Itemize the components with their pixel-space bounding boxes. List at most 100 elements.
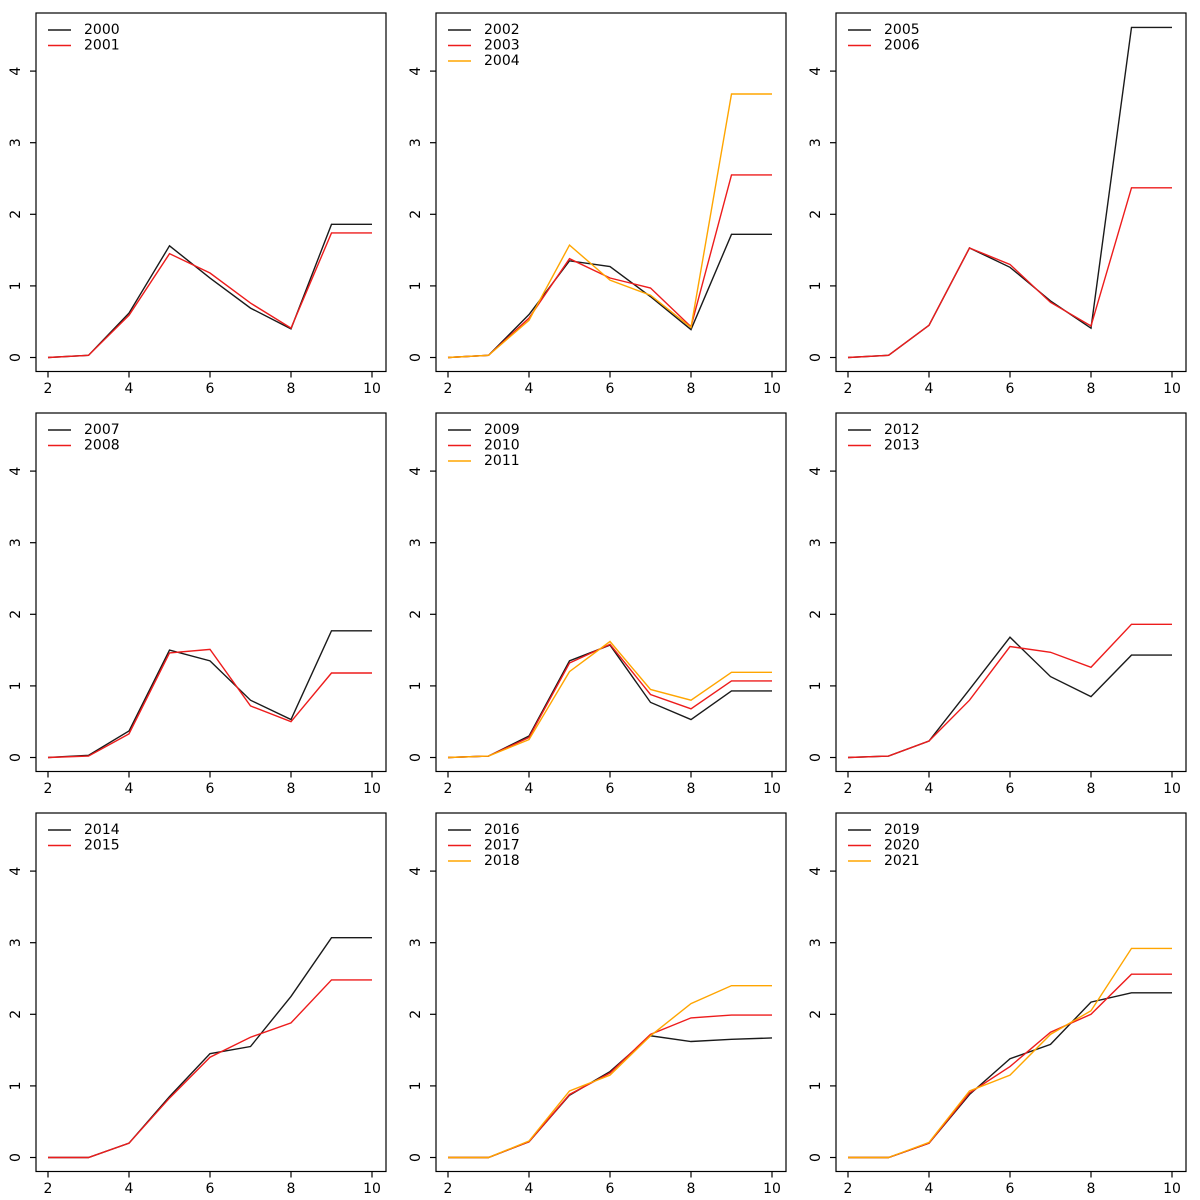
x-tick-label: 6 bbox=[606, 781, 615, 797]
x-tick-label: 6 bbox=[1006, 381, 1015, 397]
y-tick-label: 4 bbox=[8, 67, 24, 76]
x-tick-label: 10 bbox=[363, 781, 381, 797]
y-tick-label: 4 bbox=[408, 67, 424, 76]
y-tick-label: 1 bbox=[8, 681, 24, 690]
x-tick-label: 6 bbox=[1006, 781, 1015, 797]
x-tick-label: 6 bbox=[206, 1181, 215, 1197]
legend-label-2021: 2021 bbox=[884, 853, 920, 869]
legend-label-2008: 2008 bbox=[84, 438, 120, 454]
legend-label-2020: 2020 bbox=[884, 838, 920, 854]
series-2001-line bbox=[47, 232, 372, 359]
y-tick-label: 3 bbox=[408, 138, 424, 147]
x-tick-label: 8 bbox=[1087, 381, 1096, 397]
y-tick-label: 0 bbox=[808, 353, 824, 362]
series-2006-line bbox=[847, 187, 1172, 359]
legend-label-2004: 2004 bbox=[484, 53, 520, 69]
y-tick-label: 3 bbox=[408, 938, 424, 947]
y-tick-label: 1 bbox=[808, 681, 824, 690]
y-tick-label: 2 bbox=[8, 210, 24, 219]
plot-box bbox=[435, 412, 787, 773]
legend-label-2000: 2000 bbox=[84, 22, 120, 38]
y-tick-label: 1 bbox=[8, 1081, 24, 1090]
y-tick-label: 0 bbox=[408, 1153, 424, 1162]
x-tick-label: 6 bbox=[1006, 1181, 1015, 1197]
series-2018-line bbox=[448, 984, 772, 1159]
y-tick-label: 1 bbox=[408, 281, 424, 290]
series-2007-line bbox=[47, 630, 372, 759]
legend-label-2006: 2006 bbox=[884, 38, 920, 54]
series-2015-line bbox=[48, 979, 372, 1159]
y-tick-label: 4 bbox=[408, 867, 424, 876]
series-2010-line bbox=[447, 643, 772, 759]
x-tick-label: 8 bbox=[287, 1181, 296, 1197]
series-2017-line bbox=[448, 1014, 772, 1159]
legend-label-2009: 2009 bbox=[484, 422, 520, 438]
series-2011-line bbox=[447, 640, 772, 759]
x-tick-label: 4 bbox=[125, 1181, 134, 1197]
y-tick-label: 1 bbox=[808, 1081, 824, 1090]
y-tick-label: 2 bbox=[408, 1010, 424, 1019]
legend-label-2014: 2014 bbox=[84, 822, 120, 838]
y-tick-label: 4 bbox=[808, 467, 824, 476]
x-tick-label: 4 bbox=[125, 781, 134, 797]
series-2020-line bbox=[848, 973, 1172, 1159]
series-2009-line bbox=[447, 644, 772, 759]
x-tick-label: 4 bbox=[925, 781, 934, 797]
x-tick-label: 10 bbox=[1163, 381, 1181, 397]
x-tick-label: 10 bbox=[763, 781, 781, 797]
y-tick-label: 3 bbox=[808, 538, 824, 547]
legend-label-2012: 2012 bbox=[884, 422, 920, 438]
series-2008-line bbox=[47, 648, 372, 759]
legend-label-2018: 2018 bbox=[484, 853, 520, 869]
series-2002-line bbox=[447, 233, 772, 359]
plot-box bbox=[435, 812, 787, 1173]
legend-label-2019: 2019 bbox=[884, 822, 920, 838]
y-tick-label: 0 bbox=[808, 1153, 824, 1162]
y-tick-label: 4 bbox=[808, 867, 824, 876]
x-tick-label: 8 bbox=[1087, 1181, 1096, 1197]
plot-box bbox=[435, 12, 787, 373]
y-tick-label: 3 bbox=[808, 138, 824, 147]
x-tick-label: 2 bbox=[844, 381, 853, 397]
y-tick-label: 3 bbox=[8, 538, 24, 547]
y-tick-label: 0 bbox=[8, 353, 24, 362]
x-tick-label: 6 bbox=[206, 381, 215, 397]
plot-box bbox=[835, 12, 1187, 373]
x-tick-label: 2 bbox=[844, 1181, 853, 1197]
y-tick-label: 2 bbox=[808, 610, 824, 619]
plot-box bbox=[835, 412, 1187, 773]
series-2021-line bbox=[848, 947, 1172, 1159]
plot-box bbox=[35, 12, 387, 373]
y-tick-label: 3 bbox=[808, 938, 824, 947]
y-tick-label: 4 bbox=[8, 467, 24, 476]
x-tick-label: 8 bbox=[687, 1181, 696, 1197]
y-tick-label: 2 bbox=[408, 210, 424, 219]
x-tick-label: 10 bbox=[363, 381, 381, 397]
legend-label-2005: 2005 bbox=[884, 22, 920, 38]
y-tick-label: 2 bbox=[408, 610, 424, 619]
series-2005-line bbox=[847, 26, 1172, 359]
legend-label-2010: 2010 bbox=[484, 438, 520, 454]
series-2016-line bbox=[448, 1035, 773, 1159]
y-tick-label: 2 bbox=[808, 210, 824, 219]
legend-label-2002: 2002 bbox=[484, 22, 520, 38]
x-tick-label: 2 bbox=[444, 381, 453, 397]
series-2014-line bbox=[48, 936, 372, 1159]
x-tick-label: 10 bbox=[763, 1181, 781, 1197]
y-tick-label: 0 bbox=[8, 753, 24, 762]
x-tick-label: 2 bbox=[844, 781, 853, 797]
plot-box bbox=[35, 412, 387, 773]
legend-label-2007: 2007 bbox=[84, 422, 120, 438]
x-tick-label: 8 bbox=[287, 381, 296, 397]
series-2013-line bbox=[847, 623, 1172, 759]
x-tick-label: 8 bbox=[687, 781, 696, 797]
x-tick-label: 2 bbox=[444, 1181, 453, 1197]
plot-box bbox=[835, 812, 1187, 1173]
